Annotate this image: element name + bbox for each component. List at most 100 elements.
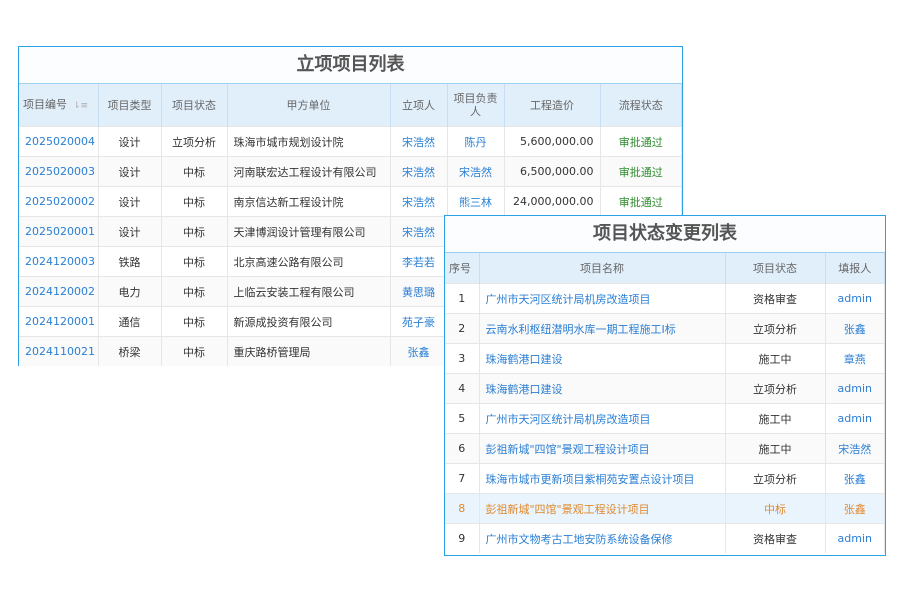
project-status: 立项分析	[725, 373, 826, 404]
initiator[interactable]: 李若若	[390, 246, 448, 277]
project-id-link[interactable]: 2025020003	[19, 156, 99, 187]
table-row[interactable]: 3 珠海鹤港口建设 施工中 章燕	[445, 343, 885, 374]
project-lead[interactable]: 熊三林	[447, 186, 505, 217]
initiator[interactable]: 宋浩然	[390, 216, 448, 247]
row-number: 7	[445, 463, 480, 494]
reporter[interactable]: admin	[825, 523, 885, 553]
project-status: 中标	[161, 306, 228, 337]
project-id-link[interactable]: 2024120002	[19, 276, 99, 307]
project-status: 资格审查	[725, 283, 826, 314]
project-lead[interactable]: 陈丹	[447, 126, 505, 157]
reporter[interactable]: 张鑫	[825, 493, 885, 524]
project-name-link[interactable]: 彭祖新城"四馆"景观工程设计项目	[479, 493, 726, 524]
column-header-label: 填报人	[838, 261, 872, 275]
project-name-link[interactable]: 珠海鹤港口建设	[479, 343, 726, 374]
client-unit: 天津博润设计管理有限公司	[227, 216, 391, 247]
reporter[interactable]: 章燕	[825, 343, 885, 374]
workflow-status: 审批通过	[600, 186, 682, 217]
row-number: 1	[445, 283, 480, 314]
column-header-label: 甲方单位	[286, 98, 331, 112]
project-status: 施工中	[725, 403, 826, 434]
project-status: 中标	[161, 186, 228, 217]
row-number: 6	[445, 433, 480, 464]
project-name-link[interactable]: 云南水利枢纽潜明水库一期工程施工I标	[479, 313, 726, 344]
reporter[interactable]: admin	[825, 283, 885, 314]
project-status: 施工中	[725, 433, 826, 464]
client-unit: 南京信达新工程设计院	[227, 186, 391, 217]
table-row[interactable]: 4 珠海鹤港口建设 立项分析 admin	[445, 373, 885, 404]
column-header: 流程状态	[600, 84, 682, 127]
column-header[interactable]: 项目编号 ⇂≡	[19, 84, 99, 127]
project-id-link[interactable]: 2024120001	[19, 306, 99, 337]
client-unit: 新源成投资有限公司	[227, 306, 391, 337]
column-header: 项目负责人	[447, 84, 505, 127]
project-type: 桥梁	[98, 336, 162, 366]
project-name-link[interactable]: 珠海市城市更新项目紫桐苑安置点设计项目	[479, 463, 726, 494]
project-cost: 6,500,000.00	[504, 156, 601, 187]
project-status: 中标	[161, 246, 228, 277]
column-header: 立项人	[390, 84, 448, 127]
project-name-link[interactable]: 珠海鹤港口建设	[479, 373, 726, 404]
project-name-link[interactable]: 广州市天河区统计局机房改造项目	[479, 283, 726, 314]
table-row: 2025020004 设计 立项分析 珠海市城市规划设计院 宋浩然 陈丹 5,600,000…	[19, 126, 682, 157]
table-row[interactable]: 7 珠海市城市更新项目紫桐苑安置点设计项目 立项分析 张鑫	[445, 463, 885, 494]
column-header-label: 流程状态	[618, 98, 663, 112]
project-id-link[interactable]: 2025020001	[19, 216, 99, 247]
row-number: 2	[445, 313, 480, 344]
column-header: 甲方单位	[227, 84, 391, 127]
column-header-label: 项目类型	[107, 98, 152, 112]
project-name-link[interactable]: 广州市文物考古工地安防系统设备保修	[479, 523, 726, 553]
initiator[interactable]: 张鑫	[390, 336, 448, 366]
project-name-link[interactable]: 彭祖新城"四馆"景观工程设计项目	[479, 433, 726, 464]
table-row: 2025020002 设计 中标 南京信达新工程设计院 宋浩然 熊三林 24,000,000…	[19, 186, 682, 217]
project-type: 铁路	[98, 246, 162, 277]
reporter[interactable]: 张鑫	[825, 313, 885, 344]
table-row[interactable]: 5 广州市天河区统计局机房改造项目 施工中 admin	[445, 403, 885, 434]
column-header-label: 项目状态	[172, 98, 216, 112]
project-cost: 24,000,000.00	[504, 186, 601, 217]
initiator[interactable]: 苑子豪	[390, 306, 448, 337]
table-row[interactable]: 1 广州市天河区统计局机房改造项目 资格审查 admin	[445, 283, 885, 314]
table-row[interactable]: 2 云南水利枢纽潜明水库一期工程施工I标 立项分析 张鑫	[445, 313, 885, 344]
project-status: 立项分析	[161, 126, 228, 157]
reporter[interactable]: 宋浩然	[825, 433, 885, 464]
project-id-link[interactable]: 2025020002	[19, 186, 99, 217]
column-header-label: 项目状态	[753, 261, 797, 275]
project-type: 设计	[98, 186, 162, 217]
initiator[interactable]: 宋浩然	[390, 126, 448, 157]
project-id-link[interactable]: 2024110021	[19, 336, 99, 366]
project-type: 设计	[98, 216, 162, 247]
status-change-panel: 项目状态变更列表 序号 项目名称 项目状态 填报人 1 广州市天河区统计局机房改造项目资…	[444, 215, 886, 556]
workflow-status: 审批通过	[600, 126, 682, 157]
status-change-title: 项目状态变更列表	[445, 216, 885, 253]
initiator[interactable]: 宋浩然	[390, 156, 448, 187]
project-lead[interactable]: 宋浩然	[447, 156, 505, 187]
project-type: 设计	[98, 126, 162, 157]
project-status: 中标	[161, 336, 228, 366]
column-header-label: 序号	[449, 261, 471, 275]
reporter[interactable]: 张鑫	[825, 463, 885, 494]
row-number: 8	[445, 493, 480, 524]
project-name-link[interactable]: 广州市天河区统计局机房改造项目	[479, 403, 726, 434]
client-unit: 河南联宏达工程设计有限公司	[227, 156, 391, 187]
column-header: 项目状态	[161, 84, 228, 127]
status-change-table: 序号 项目名称 项目状态 填报人 1 广州市天河区统计局机房改造项目 资格审查 admin 2…	[445, 253, 885, 553]
project-status: 立项分析	[725, 463, 826, 494]
sort-icon[interactable]: ⇂≡	[73, 100, 89, 111]
reporter[interactable]: admin	[825, 373, 885, 404]
project-status: 施工中	[725, 343, 826, 374]
row-number: 3	[445, 343, 480, 374]
initiator[interactable]: 黄思璐	[390, 276, 448, 307]
row-number: 4	[445, 373, 480, 404]
project-status: 中标	[161, 276, 228, 307]
project-id-link[interactable]: 2024120003	[19, 246, 99, 277]
project-status: 中标	[161, 156, 228, 187]
project-id-link[interactable]: 2025020004	[19, 126, 99, 157]
initiator[interactable]: 宋浩然	[390, 186, 448, 217]
table-row[interactable]: 6 彭祖新城"四馆"景观工程设计项目 施工中 宋浩然	[445, 433, 885, 464]
table-row[interactable]: 9 广州市文物考古工地安防系统设备保修 资格审查 admin	[445, 523, 885, 553]
reporter[interactable]: admin	[825, 403, 885, 434]
table-row[interactable]: 8 彭祖新城"四馆"景观工程设计项目 中标 张鑫	[445, 493, 885, 524]
project-type: 电力	[98, 276, 162, 307]
project-status: 资格审查	[725, 523, 826, 553]
